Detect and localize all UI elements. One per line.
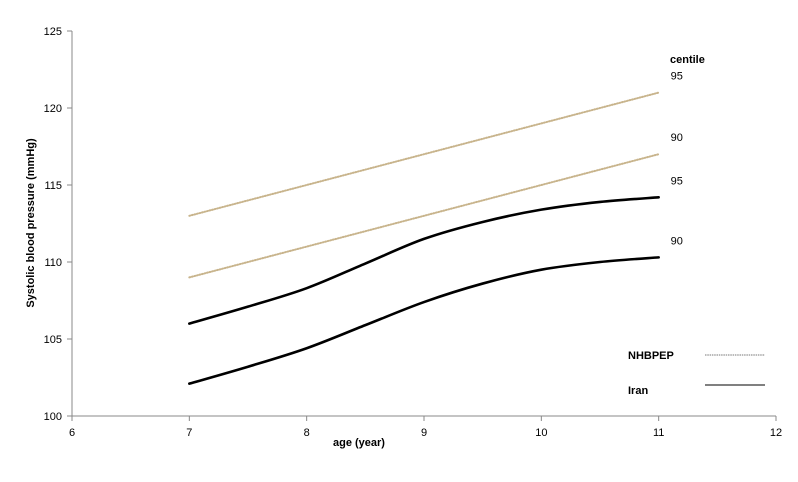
y-axis-title: Systolic blood pressure (mmHg) xyxy=(25,138,37,308)
centile-label-nhbpep-95: 95 xyxy=(671,71,683,83)
axes xyxy=(67,30,777,421)
centile-heading: centile xyxy=(670,54,705,66)
y-tick-label: 115 xyxy=(44,180,62,192)
series-line-iran-90 xyxy=(188,256,660,385)
x-tick-label: 7 xyxy=(186,427,192,439)
centile-label-nhbpep-90: 90 xyxy=(671,132,683,144)
y-tick-label: 105 xyxy=(44,334,62,346)
legend-label-iran: Iran xyxy=(628,385,648,397)
y-tick-label: 125 xyxy=(44,26,62,38)
legend: NHBPEP Iran xyxy=(628,350,765,397)
tick-labels: 6 7 8 9 10 11 12 100 105 110 115 120 125 xyxy=(44,26,782,439)
centile-label-iran-95: 95 xyxy=(671,175,683,187)
x-tick-label: 11 xyxy=(653,427,664,439)
x-tick-label: 6 xyxy=(69,427,75,439)
x-tick-label: 8 xyxy=(304,427,310,439)
x-tick-label: 12 xyxy=(770,427,782,439)
series-line-iran-95 xyxy=(188,196,660,325)
centile-labels: 95 90 95 90 xyxy=(671,71,683,248)
y-tick-label: 110 xyxy=(44,257,62,269)
legend-label-nhbpep: NHBPEP xyxy=(628,350,674,362)
centile-label-iran-90: 90 xyxy=(671,235,683,247)
y-tick-label: 100 xyxy=(44,411,62,423)
x-tick-label: 9 xyxy=(421,427,427,439)
series-layer xyxy=(188,91,660,385)
y-tick-label: 120 xyxy=(44,103,62,115)
series-line-nhbpep-90 xyxy=(188,153,660,279)
x-tick-label: 10 xyxy=(535,427,547,439)
series-line-nhbpep-95 xyxy=(188,91,660,217)
x-axis-title: age (year) xyxy=(333,437,385,449)
